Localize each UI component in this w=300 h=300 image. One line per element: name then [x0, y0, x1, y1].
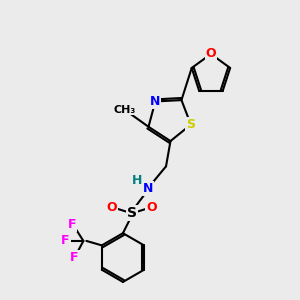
Text: S: S: [186, 118, 195, 131]
Text: O: O: [106, 201, 117, 214]
Text: O: O: [206, 47, 216, 61]
Text: N: N: [150, 95, 160, 108]
Text: S: S: [127, 206, 137, 220]
Text: O: O: [146, 201, 157, 214]
Text: N: N: [143, 182, 153, 195]
Text: CH₃: CH₃: [114, 104, 136, 115]
Text: F: F: [70, 251, 79, 264]
Text: F: F: [61, 234, 70, 248]
Text: F: F: [68, 218, 76, 231]
Text: H: H: [132, 174, 142, 187]
